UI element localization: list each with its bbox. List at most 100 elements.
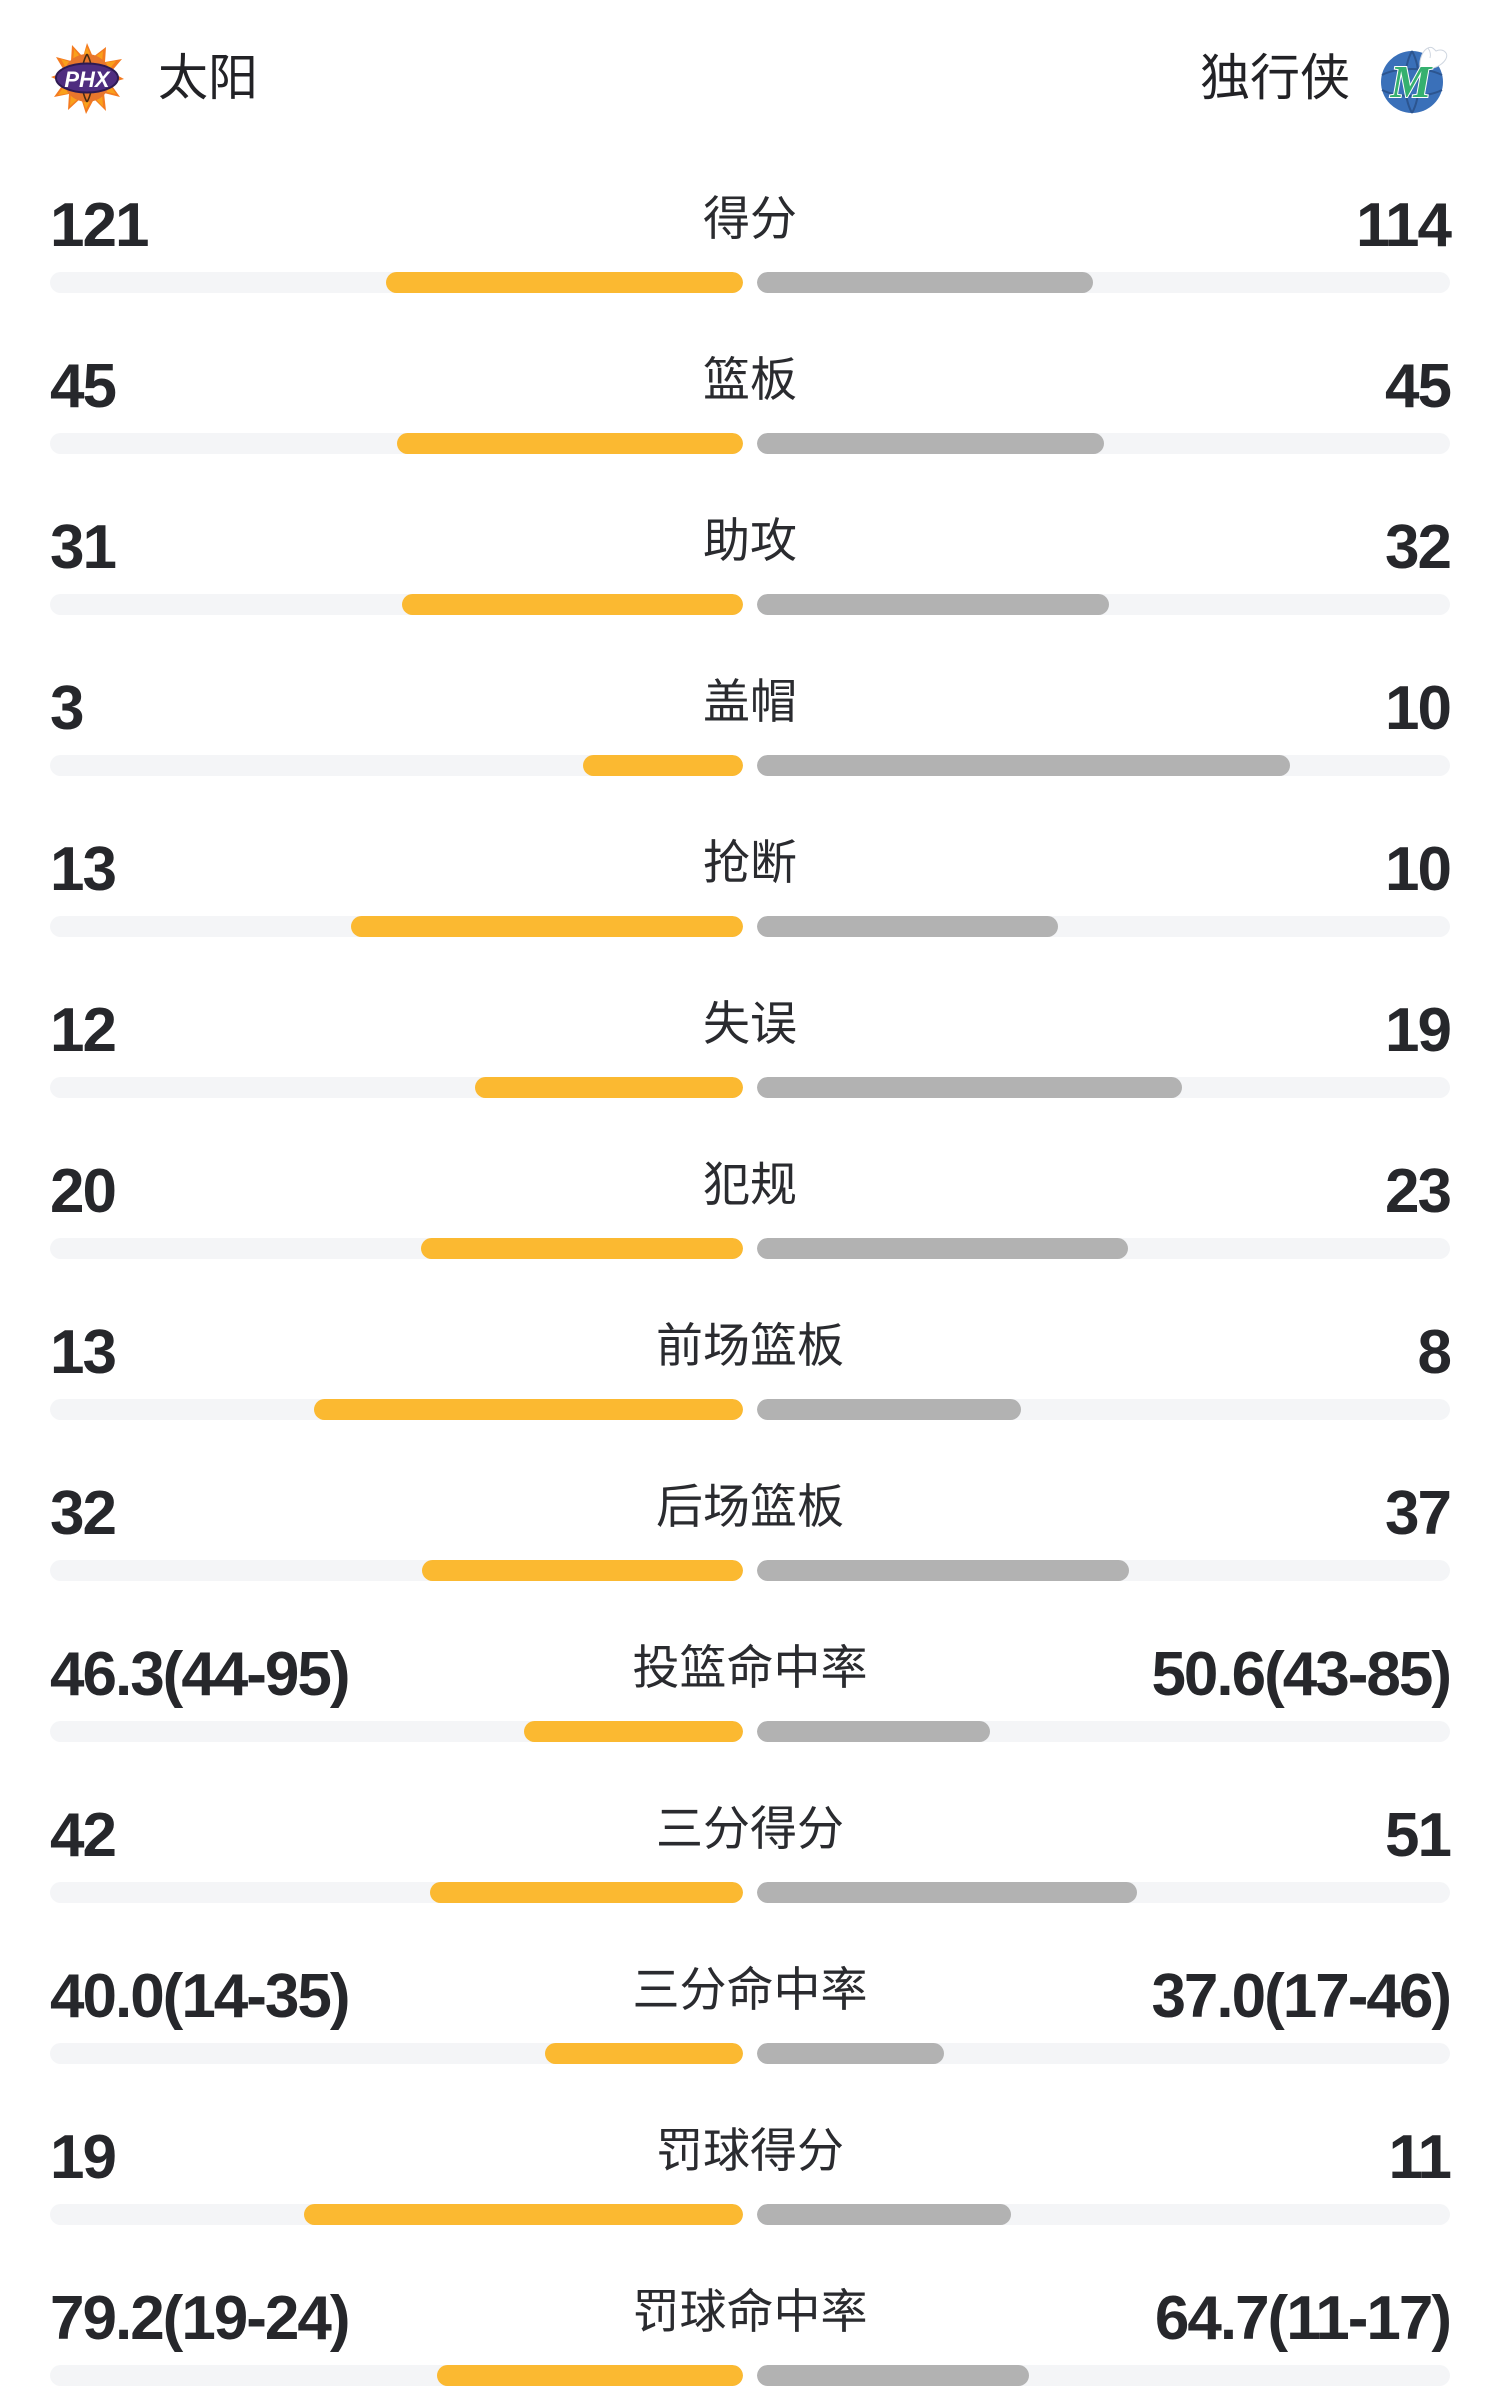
stat-label: 犯规	[703, 1158, 797, 1211]
home-bar-track	[50, 1882, 743, 1903]
away-bar-track	[757, 916, 1450, 937]
stat-row: 12 失误 19	[50, 996, 1452, 1098]
home-value: 13	[50, 835, 117, 904]
away-value: 32	[1385, 513, 1452, 582]
home-value: 19	[50, 2123, 117, 2192]
home-bar-track	[50, 272, 743, 293]
stat-row: 46.3(44-95) 投篮命中率 50.6(43-85)	[50, 1640, 1452, 1742]
away-bar-track	[757, 2365, 1450, 2386]
away-value: 37.0(17-46)	[1151, 1962, 1452, 2031]
stat-row: 79.2(19-24) 罚球命中率 64.7(11-17)	[50, 2285, 1452, 2386]
away-bar-track	[757, 272, 1450, 293]
stat-label: 三分命中率	[632, 1963, 868, 2016]
stat-label: 盖帽	[703, 675, 797, 728]
away-bar-fill	[757, 594, 1109, 615]
home-bar-fill	[420, 1238, 743, 1259]
home-bar-track	[50, 2043, 743, 2064]
home-value: 45	[50, 352, 117, 421]
stat-row: 32 后场篮板 37	[50, 1479, 1452, 1581]
away-bar-fill	[757, 1882, 1138, 1903]
home-bar-fill	[545, 2043, 743, 2064]
home-bar-track	[50, 433, 743, 454]
stat-row: 13 抢断 10	[50, 835, 1452, 937]
home-value: 31	[50, 513, 117, 582]
home-bar-track	[50, 2365, 743, 2386]
svg-text:M: M	[1390, 56, 1434, 107]
away-value: 114	[1355, 191, 1452, 260]
home-bar-track	[50, 1721, 743, 1742]
away-bar-fill	[757, 755, 1291, 776]
away-value: 11	[1388, 2123, 1452, 2192]
stat-label: 罚球命中率	[632, 2285, 868, 2338]
stat-label: 后场篮板	[656, 1480, 844, 1533]
home-value: 12	[50, 996, 117, 1065]
away-team: 独行侠 M	[1200, 40, 1450, 116]
home-value: 121	[50, 191, 149, 260]
away-bar-track	[757, 433, 1450, 454]
away-bar-fill	[757, 2204, 1012, 2225]
home-bar-fill	[304, 2204, 743, 2225]
home-bar-fill	[396, 433, 743, 454]
home-bar-fill	[523, 1721, 743, 1742]
stat-row: 42 三分得分 51	[50, 1801, 1452, 1903]
away-bar-fill	[757, 2365, 1030, 2386]
stat-label: 篮板	[703, 353, 797, 406]
home-bar-track	[50, 755, 743, 776]
away-value: 19	[1385, 996, 1452, 1065]
home-bar-track	[50, 594, 743, 615]
away-bar-track	[757, 1882, 1450, 1903]
stat-label: 投篮命中率	[632, 1641, 868, 1694]
home-value: 3	[50, 674, 85, 743]
away-bar-fill	[757, 1399, 1022, 1420]
stat-row: 19 罚球得分 11	[50, 2123, 1452, 2225]
stat-label: 助攻	[703, 514, 797, 567]
stat-label: 罚球得分	[656, 2124, 844, 2177]
away-bar-track	[757, 755, 1450, 776]
stat-row: 20 犯规 23	[50, 1157, 1452, 1259]
svg-text:PHX: PHX	[64, 67, 111, 92]
header: PHX 太阳 独行侠 M	[50, 0, 1450, 116]
home-value: 20	[50, 1157, 117, 1226]
away-bar-fill	[757, 1077, 1182, 1098]
stat-label: 前场篮板	[656, 1319, 844, 1372]
stat-label: 三分得分	[656, 1802, 844, 1855]
home-value: 13	[50, 1318, 117, 1387]
home-value: 40.0(14-35)	[50, 1962, 351, 2031]
home-bar-track	[50, 2204, 743, 2225]
away-bar-track	[757, 594, 1450, 615]
home-bar-fill	[474, 1077, 743, 1098]
suns-logo-icon: PHX	[51, 43, 124, 114]
home-team: PHX 太阳	[50, 40, 258, 116]
away-bar-track	[757, 2204, 1450, 2225]
stat-label: 得分	[703, 192, 797, 245]
home-value: 32	[50, 1479, 117, 1548]
stats-list: 121 得分 114 45 篮板 45	[50, 191, 1452, 2386]
home-bar-track	[50, 1238, 743, 1259]
away-value: 51	[1385, 1801, 1452, 1870]
away-bar-track	[757, 1399, 1450, 1420]
stat-label: 抢断	[703, 836, 797, 889]
home-bar-fill	[421, 1560, 743, 1581]
mavericks-logo-icon: M	[1381, 46, 1448, 114]
away-bar-fill	[757, 1560, 1129, 1581]
away-bar-track	[757, 2043, 1450, 2064]
stat-row: 31 助攻 32	[50, 513, 1452, 615]
away-bar-fill	[757, 433, 1104, 454]
stat-row: 13 前场篮板 8	[50, 1318, 1452, 1420]
away-bar-fill	[757, 916, 1059, 937]
home-team-name: 太阳	[158, 50, 258, 106]
stat-row: 3 盖帽 10	[50, 674, 1452, 776]
away-bar-fill	[757, 272, 1094, 293]
home-bar-track	[50, 916, 743, 937]
away-bar-track	[757, 1560, 1450, 1581]
home-bar-fill	[583, 755, 743, 776]
home-value: 46.3(44-95)	[50, 1640, 351, 1709]
away-value: 10	[1385, 835, 1452, 904]
away-bar-fill	[757, 1721, 990, 1742]
home-bar-fill	[436, 2365, 743, 2386]
away-value: 45	[1385, 352, 1452, 421]
home-bar-track	[50, 1399, 743, 1420]
stat-row: 121 得分 114	[50, 191, 1452, 293]
home-value: 42	[50, 1801, 117, 1870]
home-bar-track	[50, 1077, 743, 1098]
